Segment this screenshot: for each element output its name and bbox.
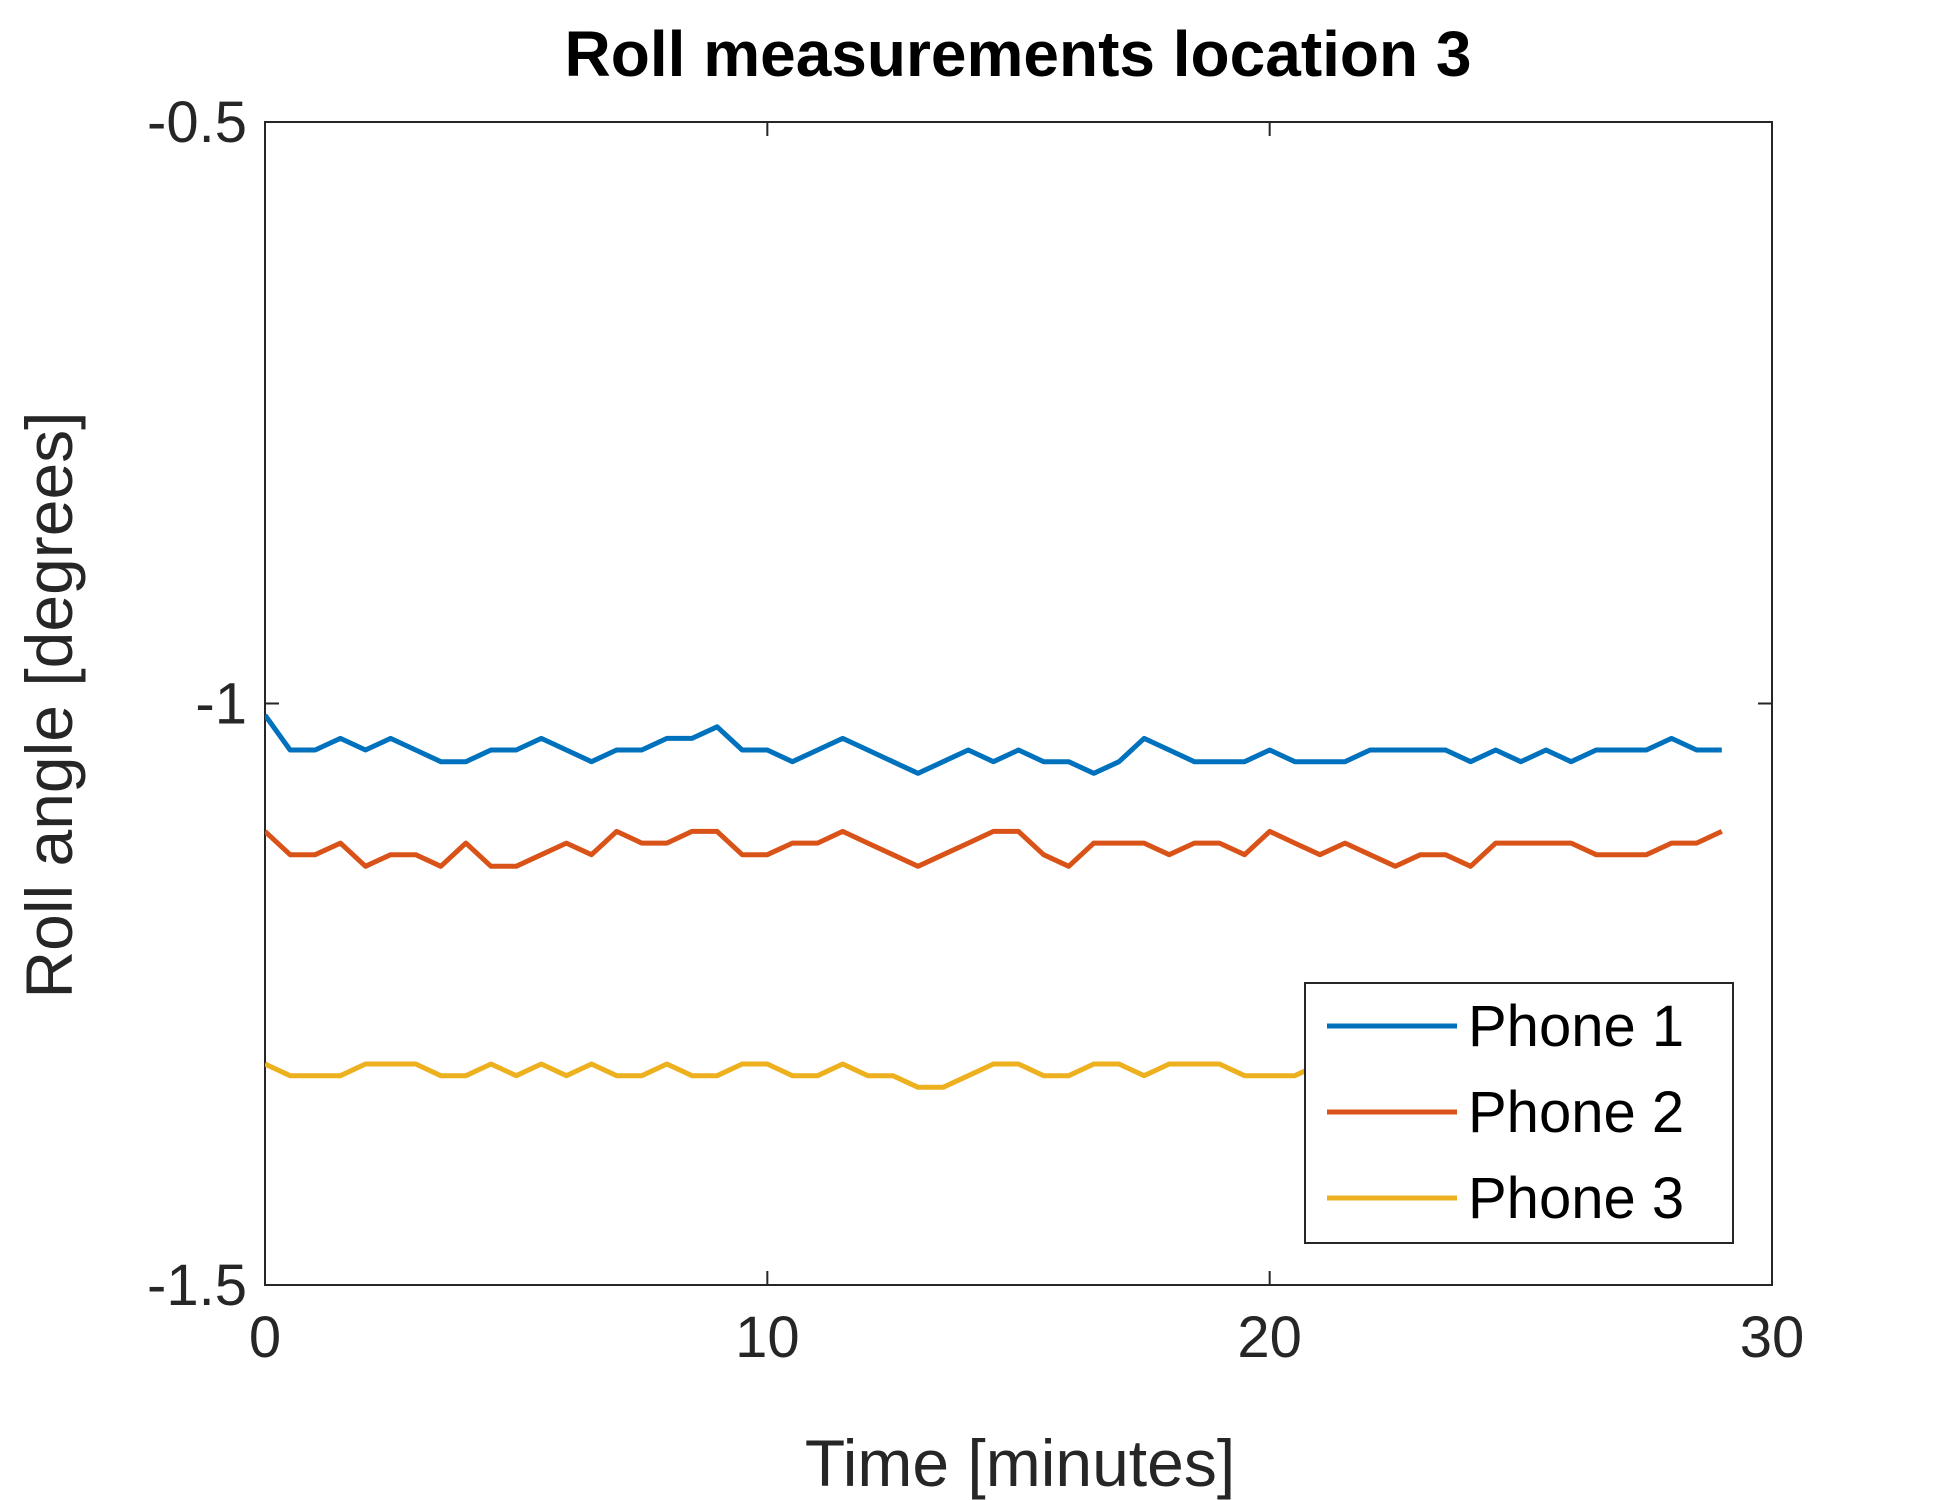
y-tick-label: -0.5 [147, 90, 247, 155]
legend: Phone 1 Phone 2 Phone 3 [1304, 982, 1734, 1244]
chart-title: Roll measurements location 3 [565, 18, 1472, 90]
legend-label: Phone 3 [1468, 1166, 1684, 1231]
y-axis-label: Roll angle [degrees] [12, 411, 86, 998]
plot-area: 0 10 20 30 -1.5 -1 -0.5 [147, 90, 1804, 1370]
x-axis-label: Time [minutes] [805, 1426, 1235, 1500]
legend-label: Phone 2 [1468, 1080, 1684, 1145]
y-tick-label: -1.5 [147, 1253, 247, 1318]
x-tick-label: 0 [249, 1305, 281, 1370]
series-line-phone-2 [265, 828, 1723, 869]
x-tick-label: 30 [1740, 1305, 1805, 1370]
series-line-phone-1 [265, 713, 1722, 776]
legend-label: Phone 1 [1468, 994, 1684, 1059]
y-tick-label: -1 [195, 672, 247, 737]
x-tick-label: 20 [1237, 1305, 1302, 1370]
x-tick-label: 10 [735, 1305, 800, 1370]
